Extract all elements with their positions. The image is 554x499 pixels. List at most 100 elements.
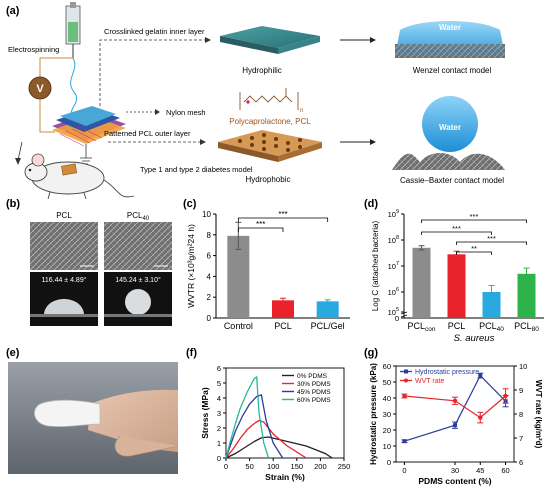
pcl40-droplet: [125, 289, 151, 315]
panel-e-label: (e): [6, 347, 20, 359]
pcl-title: PCL: [56, 211, 72, 220]
f-y-tick-label: 3: [217, 409, 221, 418]
f-legend-label: 0% PDMS: [297, 373, 328, 380]
polymer-n: n: [300, 108, 303, 114]
f-y-axis-label: Stress (MPa): [200, 387, 210, 439]
f-y-tick-label: 0: [217, 454, 221, 463]
mouse-pointer: [17, 141, 23, 161]
wenzel-model: [395, 21, 505, 58]
g-marker: [478, 415, 483, 420]
hand-shape: [88, 389, 178, 452]
hydrophobic-sheet: [218, 130, 322, 162]
d-y-tick-label: 105: [388, 307, 399, 317]
d-significance-label: ***: [470, 212, 479, 221]
pcl40-angle: 145.24 ± 3.10°: [115, 276, 161, 284]
hydrophilic-label: Hydrophilic: [242, 66, 282, 75]
inner-layer-pointer: [99, 39, 205, 106]
d-y-tick-label: 107: [388, 261, 399, 271]
g-marker: [478, 373, 483, 378]
g-y-right-tick-label: 6: [519, 458, 523, 467]
d-y-tick-zero-label: 0: [395, 314, 399, 323]
g-legend-label: WVT rate: [415, 378, 445, 385]
d-significance-label: ***: [487, 234, 496, 243]
d-bar: [412, 247, 431, 318]
c-x-tick-label: PCL/Gel: [311, 321, 345, 331]
electrospinning-label: Electrospinning: [8, 45, 59, 54]
panel-a: (a) Electrospinning V Nylon mesh: [6, 2, 505, 200]
panel-d-label: (d): [364, 198, 378, 210]
finger-cot: [34, 399, 101, 427]
hydrophobic-label: Hydrophobic: [246, 175, 291, 184]
g-y-left-axis-label: Hydrostatic pressure (kPa): [369, 363, 378, 465]
d-y-tick-label: 108: [388, 235, 399, 245]
panel-c-label: (c): [183, 198, 197, 210]
d-y-axis-label: Log C (attached bacteria): [371, 221, 380, 312]
d-bar: [517, 273, 536, 318]
pcl40-sem-image: [104, 222, 172, 270]
f-legend-label: 60% PDMS: [297, 397, 331, 404]
g-legend-label: Hydrostatic pressure: [415, 369, 479, 376]
c-x-tick-label: Control: [224, 321, 253, 331]
d-y-tick-label: 106: [388, 287, 399, 297]
c-y-tick-label: 6: [207, 252, 212, 261]
f-x-tick-label: 200: [314, 462, 327, 471]
g-marker: [453, 423, 457, 428]
g-y-right-tick-label: 8: [519, 410, 523, 419]
c-y-tick-label: 0: [207, 314, 212, 323]
panel-c: (c) 0 2 4 6 8 10 Control PCL PCL/Gel *** *** WVTR (…: [183, 198, 350, 331]
f-legend-label: 45% PDMS: [297, 389, 331, 396]
f-x-tick-label: 0: [224, 462, 228, 471]
panel-g-label: (g): [364, 347, 378, 359]
polymer-label: Polycaprolactone, PCL: [229, 117, 311, 126]
wenzel-label: Wenzel contact model: [413, 66, 492, 75]
c-y-tick-label: 2: [207, 293, 212, 302]
panel-a-label: (a): [6, 5, 20, 17]
pcl-angle: 116.44 ± 4.89°: [41, 276, 86, 284]
g-y-left-tick-label: 30: [383, 410, 391, 419]
d-x-tick-label: PCL: [448, 321, 466, 331]
collector-stack: [52, 106, 126, 147]
d-x-axis-label: S. aureus: [454, 333, 495, 344]
g-y-right-tick-label: 7: [519, 434, 523, 443]
voltage-label: V: [36, 83, 44, 95]
f-series-line: [225, 375, 270, 459]
g-x-tick-label: 45: [476, 466, 484, 475]
c-y-tick-label: 4: [207, 272, 212, 281]
c-significance-bracket: [237, 227, 284, 232]
crosslinked-label: Crosslinked gelatin inner layer: [104, 27, 205, 36]
g-y-left-tick-label: 10: [383, 442, 391, 451]
g-marker: [402, 393, 407, 399]
f-x-tick-label: 250: [338, 462, 351, 471]
syringe-icon: [65, 2, 81, 58]
voltage-source-icon: [28, 76, 52, 100]
d-significance-bracket: [421, 231, 492, 235]
f-y-tick-label: 4: [217, 394, 221, 403]
f-y-tick-label: 6: [217, 364, 221, 373]
pcl-sem-image: [30, 222, 98, 270]
g-x-tick-label: 30: [451, 466, 459, 475]
c-significance-label: ***: [256, 220, 265, 229]
g-series-line: [404, 395, 506, 419]
f-x-tick-label: 50: [245, 462, 253, 471]
f-legend-label: 30% PDMS: [297, 381, 331, 388]
f-series-line: [225, 394, 284, 459]
d-x-tick-label: PCL80: [514, 321, 539, 333]
f-x-tick-label: 150: [291, 462, 304, 471]
g-y-left-tick-label: 20: [383, 426, 391, 435]
panel-f-label: (f): [186, 347, 197, 359]
g-y-right-tick-label: 10: [519, 362, 527, 371]
mouse-icon: [24, 153, 135, 200]
water-label-top: Water: [439, 23, 461, 32]
fiber-jet: [70, 57, 78, 121]
f-x-tick-label: 100: [267, 462, 280, 471]
g-x-tick-label: 0: [402, 466, 406, 475]
pcl-structure: [239, 88, 299, 110]
panel-g: (g) 0 30 45 60 0 10 20 30 40 50 60 6 7 8 9 10 Hydrostati…: [364, 347, 543, 486]
d-y-tick-label: 109: [388, 209, 399, 219]
mouse-model-line: Type 1 and type 2 diabetes model: [140, 165, 253, 174]
c-bar: [227, 235, 250, 318]
panel-b: (b) PCL PCL40 116.44 ± 4.89° 145.24 ± 3.…: [6, 198, 172, 326]
d-significance-bracket: [456, 251, 492, 255]
